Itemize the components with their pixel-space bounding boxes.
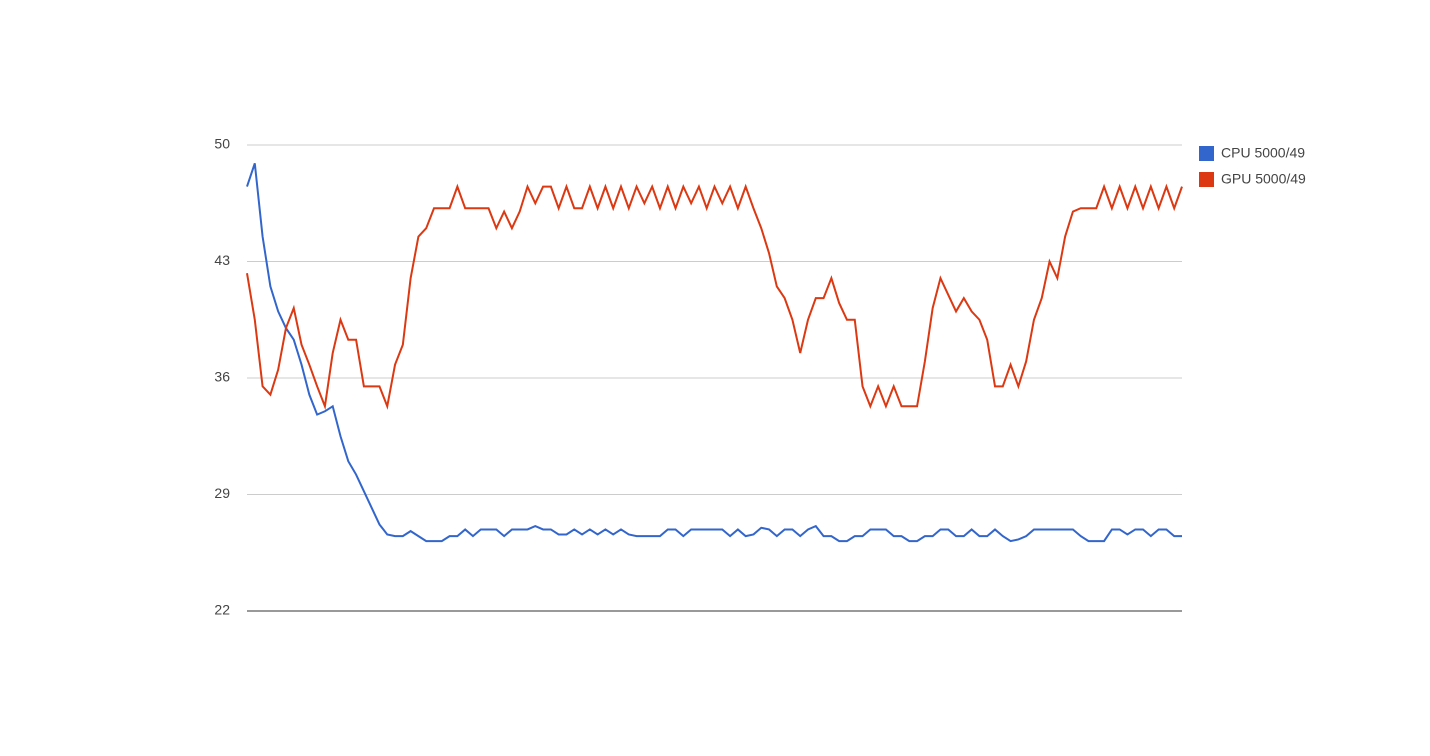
- series-line: [246, 183, 1183, 411]
- legend-swatch: [1199, 146, 1214, 161]
- legend-label: GPU 5000/49: [1221, 171, 1306, 187]
- y-tick-label: 43: [214, 252, 230, 268]
- legend-label: CPU 5000/49: [1221, 145, 1305, 161]
- y-tick-label: 50: [214, 136, 230, 152]
- y-tick-label: 36: [214, 369, 230, 385]
- series-line: [246, 162, 1182, 543]
- y-tick-label: 22: [214, 602, 230, 618]
- y-tick-label: 29: [214, 485, 230, 501]
- legend-swatch: [1199, 172, 1214, 187]
